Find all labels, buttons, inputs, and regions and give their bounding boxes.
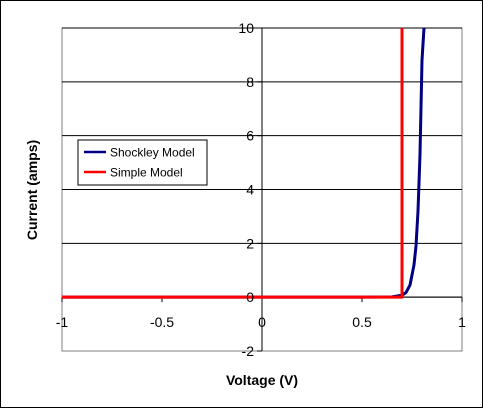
x-tick-label: -0.5 <box>150 314 174 330</box>
y-tick-label: -2 <box>242 343 255 359</box>
x-tick-label: -1 <box>56 314 69 330</box>
y-tick-label: 8 <box>246 74 254 90</box>
legend-label-shockley: Shockley Model <box>110 146 195 160</box>
y-tick-label: 2 <box>246 235 254 251</box>
series-line-simple <box>62 28 404 299</box>
legend: Shockley Model Simple Model <box>77 139 208 186</box>
legend-box <box>77 139 208 186</box>
x-tick-label: 1 <box>458 314 466 330</box>
x-axis-title: Voltage (V) <box>226 372 298 388</box>
series-lines <box>62 27 426 299</box>
y-tick-label: 4 <box>246 182 254 198</box>
y-tick-label: 6 <box>246 128 254 144</box>
x-tick-label: 0.5 <box>352 314 372 330</box>
x-tick-label: 0 <box>258 314 266 330</box>
y-tick-label: 0 <box>246 289 254 305</box>
y-axis-title: Current (amps) <box>24 140 40 240</box>
legend-label-simple: Simple Model <box>110 166 183 180</box>
y-tick-label: 10 <box>238 20 254 36</box>
